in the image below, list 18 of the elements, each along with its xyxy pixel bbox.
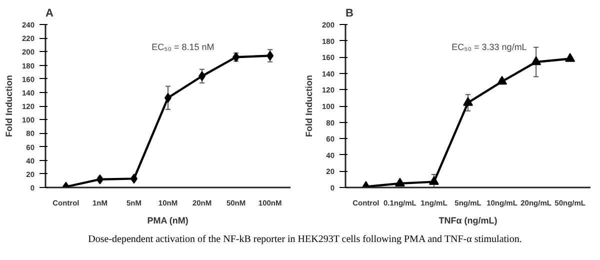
point: [531, 56, 542, 66]
x-axis-title: PMA (nM): [147, 216, 188, 226]
point: [565, 53, 576, 62]
x-axis-title: TNFα (ng/mL): [438, 216, 498, 226]
point: [198, 71, 206, 82]
annotation: EC₅₀ = 3.33 ng/mL: [452, 42, 527, 52]
point: [428, 176, 439, 185]
y-axis-title: Fold Induction: [304, 74, 314, 137]
chart-title: A: [46, 8, 54, 20]
point: [130, 174, 138, 184]
y-axis-title: Fold Induction: [4, 74, 14, 137]
point: [463, 97, 473, 106]
text: Dose-dependent activation of the NF-kB reporter in HEK293T cells following PMA and TNF-α stimulation.: [88, 233, 522, 247]
point: [497, 76, 508, 85]
point: [394, 178, 405, 187]
chart-title: B: [346, 8, 354, 20]
point: [96, 174, 104, 184]
annotation: EC₅₀ = 8.15 nM: [152, 42, 214, 52]
